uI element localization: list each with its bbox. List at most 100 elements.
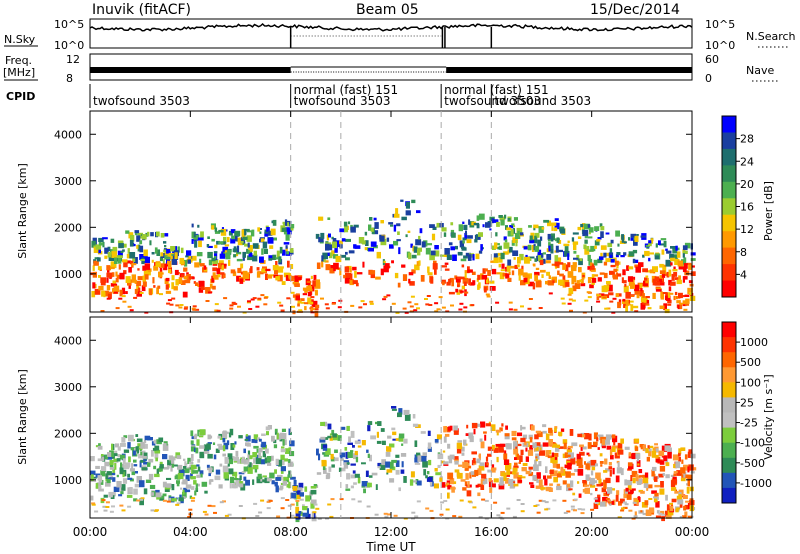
heat-cell	[416, 500, 421, 503]
noise-panel-frame	[89, 18, 693, 49]
heat-cell	[640, 490, 645, 494]
heat-cell	[558, 471, 562, 476]
heat-cell	[242, 236, 248, 241]
heat-cell	[170, 464, 173, 472]
heat-cell	[162, 493, 167, 497]
heat-cell	[418, 235, 421, 240]
heat-cell	[345, 257, 350, 261]
heat-cell	[153, 465, 157, 470]
heat-cell	[97, 475, 102, 481]
heat-cell	[570, 480, 574, 488]
heat-cell	[450, 304, 454, 307]
heat-cell	[302, 512, 309, 517]
heat-cell	[430, 250, 436, 256]
heat-cell	[315, 507, 320, 510]
heat-cell	[245, 435, 251, 442]
heat-cell	[567, 262, 571, 268]
heat-cell	[486, 295, 491, 298]
heat-cell	[623, 299, 629, 307]
heat-cell	[499, 477, 504, 483]
heat-cell	[184, 468, 190, 474]
heat-cell	[549, 483, 553, 486]
heat-cell	[661, 516, 665, 522]
heat-cell	[500, 269, 506, 272]
heat-cell	[329, 268, 334, 274]
heat-cell	[597, 500, 600, 506]
heat-cell	[562, 263, 566, 270]
heat-cell	[414, 440, 418, 447]
heat-cell	[572, 492, 576, 496]
heat-cell	[559, 228, 566, 234]
heat-cell	[339, 269, 342, 276]
heat-cell	[110, 261, 117, 269]
heat-cell	[509, 265, 515, 269]
heat-cell	[473, 222, 480, 226]
heat-cell	[318, 216, 324, 221]
heat-cell	[487, 446, 494, 451]
heat-cell	[386, 472, 389, 475]
heat-cell	[589, 484, 596, 488]
heat-cell	[153, 285, 156, 288]
heat-cell	[153, 265, 159, 271]
heat-cell	[248, 245, 253, 252]
heat-cell	[167, 459, 174, 466]
heat-cell	[163, 249, 169, 253]
heat-cell	[262, 479, 265, 483]
heat-cell	[258, 511, 263, 514]
heat-cell	[619, 498, 625, 504]
heat-cell	[263, 248, 268, 254]
heat-cell	[346, 462, 350, 465]
heat-cell	[419, 228, 423, 234]
heat-cell	[648, 240, 652, 244]
heat-cell	[165, 290, 172, 294]
heat-cell	[341, 238, 346, 242]
heat-cell	[252, 243, 259, 249]
heat-cell	[330, 498, 335, 501]
heat-cell	[375, 276, 381, 280]
heat-cell	[547, 280, 554, 286]
heat-cell	[508, 271, 511, 275]
heat-cell	[257, 297, 262, 300]
heat-cell	[211, 257, 216, 262]
heat-cell	[135, 434, 139, 437]
heat-cell	[668, 269, 672, 277]
heat-cell	[281, 428, 286, 432]
heat-cell	[684, 511, 688, 517]
heat-cell	[358, 306, 363, 309]
heat-cell	[395, 469, 400, 475]
heat-cell	[171, 275, 175, 281]
heat-cell	[104, 461, 110, 467]
heat-cell	[203, 287, 207, 290]
heat-cell	[153, 439, 157, 444]
station-title: Inuvik (fitACF)	[92, 2, 191, 18]
heat-cell	[424, 298, 428, 300]
heat-cell	[353, 224, 359, 228]
heat-cell	[587, 296, 592, 299]
heat-cell	[664, 308, 670, 314]
heat-cell	[492, 467, 497, 471]
heat-cell	[623, 493, 628, 499]
heat-cell	[551, 452, 554, 458]
heat-cell	[380, 238, 387, 246]
heat-cell	[203, 269, 208, 272]
heat-cell	[450, 246, 455, 251]
heat-cell	[684, 294, 690, 297]
heat-cell	[459, 276, 466, 280]
heat-cell	[671, 498, 677, 503]
heat-cell	[606, 445, 612, 450]
heat-cell	[642, 302, 647, 305]
heat-cell	[102, 237, 108, 240]
heat-cell	[325, 307, 330, 310]
heat-cell	[631, 517, 636, 520]
heat-cell	[640, 295, 645, 303]
heat-cell	[176, 480, 180, 484]
heat-cell	[499, 272, 505, 280]
heat-cell	[664, 445, 671, 452]
heat-cell	[238, 472, 245, 475]
heat-cell	[131, 263, 137, 266]
heat-cell	[196, 464, 200, 467]
heat-cell	[646, 300, 650, 304]
heat-cell	[654, 484, 661, 488]
heat-cell	[622, 269, 626, 276]
heat-cell	[313, 503, 318, 506]
